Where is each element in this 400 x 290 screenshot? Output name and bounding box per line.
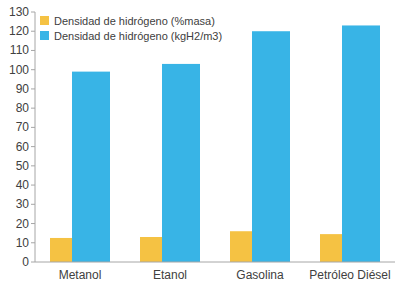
y-tick-label: 100 — [9, 63, 29, 77]
x-tick-label: Metanol — [59, 268, 102, 282]
y-tick-label: 80 — [16, 101, 30, 115]
y-tick — [31, 31, 35, 32]
y-tick-label: 40 — [16, 178, 30, 192]
chart-container: 0 10 20 30 40 50 60 70 80 90 100 110 120 130 Metanol Et… — [0, 0, 400, 290]
y-tick — [31, 50, 35, 51]
legend-swatch — [40, 16, 49, 25]
y-tick — [31, 127, 35, 128]
y-tick — [31, 223, 35, 224]
y-tick-label: 110 — [10, 43, 29, 57]
bar — [140, 237, 162, 262]
y-tick-label: 30 — [16, 197, 30, 211]
x-tick-label: Petróleo Diésel — [309, 268, 390, 282]
y-tick-label: 120 — [9, 24, 29, 38]
bar — [252, 31, 290, 262]
y-tick-label: 20 — [16, 217, 30, 231]
y-tick-label: 90 — [16, 82, 30, 96]
y-tick — [31, 108, 35, 109]
x-tick-label: Gasolina — [236, 268, 284, 282]
y-tick-label: 60 — [16, 140, 30, 154]
bar — [320, 234, 342, 262]
y-axis-line — [35, 12, 36, 262]
y-tick — [31, 165, 35, 166]
bar — [50, 238, 72, 262]
y-tick — [31, 12, 35, 13]
bar — [342, 25, 380, 262]
legend-swatch — [40, 31, 49, 40]
y-tick-label: 70 — [16, 120, 30, 134]
y-tick — [31, 185, 35, 186]
y-tick-label: 130 — [9, 5, 29, 19]
bars — [50, 25, 380, 262]
x-tick-label: Etanol — [153, 268, 187, 282]
legend-label: Densidad de hidrógeno (kgH2/m3) — [54, 30, 222, 42]
y-tick-label: 50 — [16, 159, 30, 173]
x-axis-line — [35, 262, 395, 263]
chart-svg: 0 10 20 30 40 50 60 70 80 90 100 110 120 130 Metanol Et… — [0, 0, 400, 290]
y-tick — [31, 88, 35, 89]
bar — [162, 64, 200, 262]
y-tick — [31, 204, 35, 205]
y-tick — [31, 242, 35, 243]
y-tick-label: 10 — [16, 236, 30, 250]
y-tick — [31, 262, 35, 263]
bar — [72, 72, 110, 262]
y-tick — [31, 146, 35, 147]
legend-label: Densidad de hidrógeno (%masa) — [54, 15, 215, 27]
bar — [230, 231, 252, 262]
y-tick-label: 0 — [22, 255, 29, 269]
y-tick — [31, 69, 35, 70]
